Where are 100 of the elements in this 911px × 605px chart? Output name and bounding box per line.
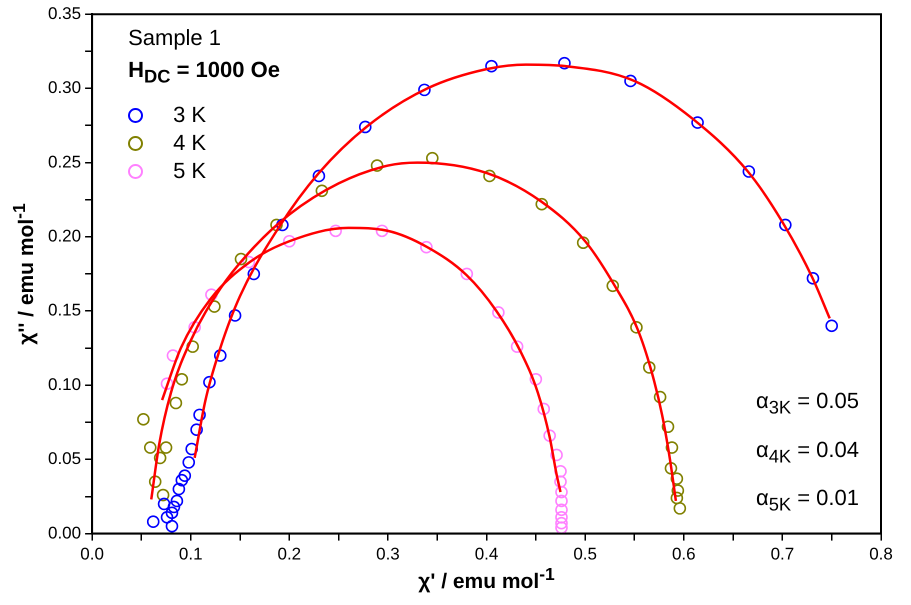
point [460, 268, 474, 280]
point [160, 377, 174, 390]
point [270, 218, 283, 232]
annotation: α$_{4K}$ = 0.04 [756, 436, 859, 468]
point [203, 376, 216, 389]
point [537, 402, 550, 416]
point [276, 218, 289, 232]
y-tick-label: 0.25 [48, 152, 82, 172]
x-tick-label: 0.6 [672, 544, 696, 564]
point [530, 372, 542, 386]
point [234, 252, 248, 266]
point [370, 159, 384, 172]
point [576, 236, 590, 250]
annotation: α$_{3K}$ = 0.05 [756, 387, 859, 420]
point [670, 492, 684, 504]
point [188, 321, 201, 334]
annotation: H$_{DC}$ = 1000 Oe [128, 56, 280, 89]
point [672, 484, 684, 497]
point [148, 475, 162, 488]
point [146, 515, 160, 528]
point [555, 510, 568, 524]
point [170, 494, 184, 508]
point [186, 340, 199, 353]
point [492, 306, 505, 319]
x-tick-label: 0.5 [573, 544, 597, 564]
legend-label: 5 K [173, 158, 206, 183]
point [510, 340, 524, 353]
point [554, 475, 567, 488]
point [779, 218, 792, 232]
point [558, 56, 571, 70]
x-tick-label: 0.7 [770, 544, 794, 564]
x-tick-label: 0.3 [376, 544, 400, 564]
x-tick-label: 0.2 [277, 544, 302, 564]
point [137, 413, 150, 426]
legend-label: 3 K [173, 102, 206, 127]
legend-label: 4 K [173, 130, 206, 155]
point [806, 272, 820, 285]
point [485, 60, 498, 72]
x-tick-label: 0.8 [869, 544, 893, 564]
point [312, 170, 326, 182]
point [170, 396, 182, 410]
point [160, 510, 174, 524]
point [376, 224, 388, 238]
y-tick-label: 0.05 [48, 449, 82, 468]
point [535, 198, 548, 210]
point [283, 234, 296, 248]
point [555, 516, 568, 530]
point [418, 84, 431, 96]
point [426, 152, 439, 164]
x-tick-label: 0.4 [474, 544, 498, 564]
point [154, 452, 166, 464]
y-tick-label: 0.00 [48, 523, 82, 542]
point [242, 256, 256, 268]
point [185, 442, 198, 456]
y-tick-label: 0.35 [48, 4, 82, 23]
point [666, 441, 678, 454]
point [172, 482, 186, 496]
point [555, 504, 568, 516]
point [193, 408, 206, 422]
point [555, 494, 568, 508]
point [555, 486, 568, 498]
point [691, 116, 704, 129]
point [674, 502, 686, 515]
point [316, 184, 328, 198]
point [358, 120, 372, 134]
point [166, 349, 180, 362]
point [670, 472, 684, 485]
point [642, 361, 656, 374]
y-tick-label: 0.10 [48, 374, 82, 394]
point [190, 423, 203, 436]
y-tick-label: 0.30 [48, 78, 82, 98]
x-tick-label: 0.1 [178, 544, 203, 564]
point [624, 74, 637, 88]
point [550, 448, 563, 462]
point [420, 240, 433, 254]
point [228, 309, 242, 322]
point [483, 170, 496, 182]
point [166, 520, 178, 532]
point [178, 469, 192, 482]
point [329, 224, 342, 238]
point [825, 320, 838, 332]
point [176, 372, 188, 386]
point [606, 279, 620, 292]
point [630, 321, 643, 334]
point [555, 521, 568, 534]
point [654, 390, 666, 404]
point [664, 462, 678, 475]
point [160, 441, 172, 454]
point [158, 498, 170, 510]
point [214, 349, 227, 362]
point [543, 429, 556, 442]
annotation: α$_{5K}$ = 0.01 [756, 484, 859, 517]
point [166, 506, 178, 520]
point [662, 420, 674, 434]
point [144, 441, 157, 454]
point [554, 464, 567, 478]
y-tick-label: 0.20 [48, 226, 82, 246]
point [168, 500, 180, 514]
point [182, 456, 196, 469]
point [176, 474, 188, 486]
